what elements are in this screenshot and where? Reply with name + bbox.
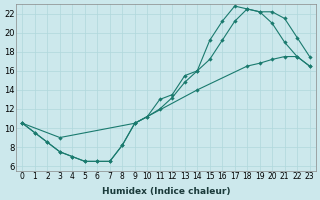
X-axis label: Humidex (Indice chaleur): Humidex (Indice chaleur) (102, 187, 230, 196)
